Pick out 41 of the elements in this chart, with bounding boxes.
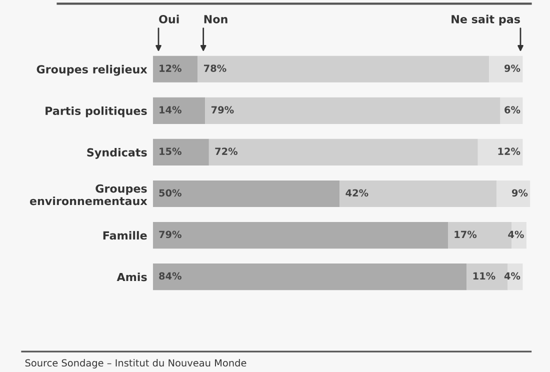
bar (152, 138, 209, 166)
bar (152, 56, 198, 82)
data-label: 6% (504, 106, 520, 114)
source-note: Source Sondage – Institut du Nouveau Monde (25, 359, 246, 368)
text: Non (204, 15, 228, 24)
data-label: 15% (160, 148, 182, 156)
data-label: 78% (204, 64, 226, 72)
y-tick-label: Partis politiques (46, 106, 147, 118)
data-label: 17% (454, 230, 477, 238)
bar (152, 264, 467, 290)
data-label: 4% (504, 272, 520, 280)
data-label: 79% (211, 106, 234, 114)
y-tick-label: Groupes environnementaux (30, 184, 148, 206)
y-tick-label: Groupes religieux (36, 64, 148, 76)
data-label: 14% (160, 106, 182, 114)
data-label: 84% (159, 272, 182, 280)
bar (152, 97, 206, 124)
data-label: 12% (498, 148, 520, 156)
data-label: 11% (473, 272, 496, 280)
data-label: 9% (504, 64, 520, 72)
bar (496, 180, 530, 208)
text: Oui (159, 14, 179, 24)
data-label: 9% (512, 189, 528, 197)
data-label: 42% (346, 189, 368, 197)
bar (489, 56, 523, 82)
bar (205, 97, 500, 124)
y-tick-label: Syndicats (87, 148, 147, 159)
bar (152, 180, 340, 208)
data-label: 4% (508, 230, 524, 238)
data-label: 72% (215, 148, 238, 156)
y-tick-label: Amis (116, 272, 147, 282)
bar (340, 180, 497, 208)
bar (152, 222, 448, 249)
data-label: 79% (159, 230, 182, 238)
bar (478, 138, 523, 166)
text: Ne sait pas (452, 14, 520, 26)
bar (198, 56, 490, 82)
bar (208, 138, 478, 166)
y-tick-label: Famille (103, 231, 147, 240)
data-label: 12% (160, 64, 182, 72)
data-label: 50% (159, 189, 182, 197)
